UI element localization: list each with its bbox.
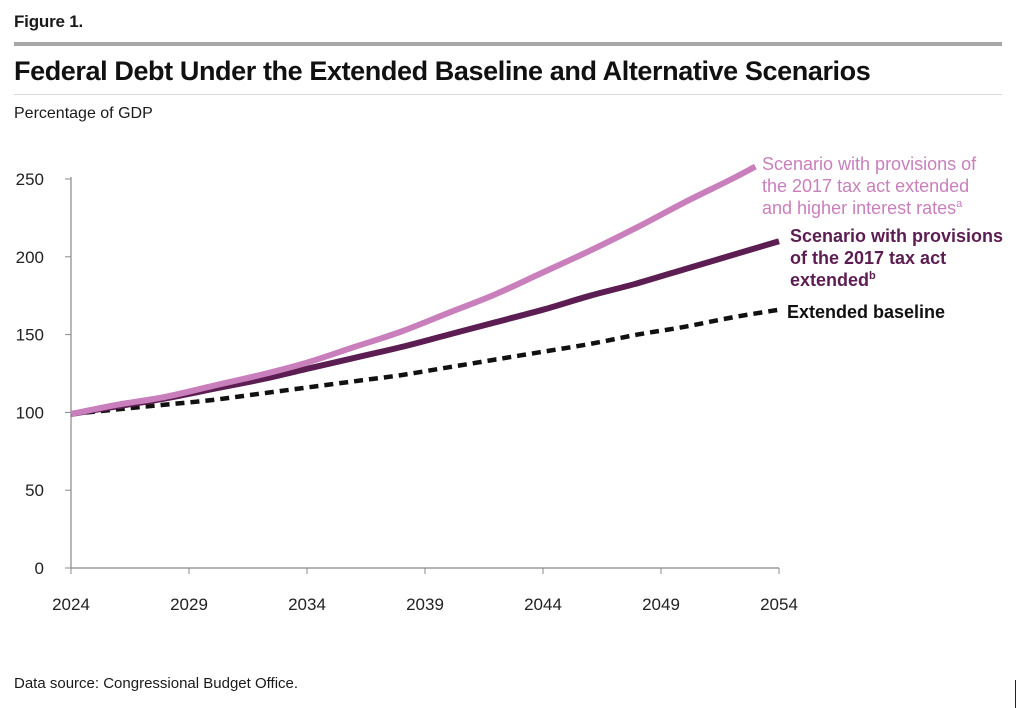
series-label-line: Scenario with provisions of — [762, 154, 977, 174]
chart-title: Federal Debt Under the Extended Baseline… — [14, 56, 871, 86]
series-label-high_rates: Scenario with provisions of the 2017 tax … — [762, 154, 977, 218]
x-tick-label-2054: 2054 — [760, 595, 798, 614]
series-label-line: Extended baseline — [787, 302, 945, 322]
edge-marker — [1015, 680, 1016, 708]
title-rule — [14, 94, 1002, 95]
series-label-line: Scenario with provisions — [790, 226, 1003, 246]
x-tick-label-2029: 2029 — [170, 595, 208, 614]
series-label-line: extended — [790, 270, 869, 290]
y-tick-label-150: 150 — [16, 326, 44, 345]
series-label-tax_extended: Scenario with provisions of the 2017 tax … — [790, 226, 1003, 290]
series-label-baseline: Extended baseline — [787, 302, 945, 322]
x-tick-label-2024: 2024 — [52, 595, 90, 614]
series-label-line: of the 2017 tax act — [790, 248, 946, 268]
figure-label: Figure 1. — [14, 12, 84, 31]
series-line-high_rates — [70, 163, 757, 417]
data-source-note: Data source: Congressional Budget Office… — [14, 675, 299, 692]
y-tick-label-250: 250 — [16, 170, 44, 189]
x-tick-label-2044: 2044 — [524, 595, 562, 614]
x-tick-label-2034: 2034 — [288, 595, 326, 614]
footnote-marker: b — [869, 270, 876, 282]
y-tick-label-200: 200 — [16, 248, 44, 267]
y-tick-label-0: 0 — [35, 559, 44, 578]
header-rule — [14, 42, 1002, 46]
x-tick-label-2049: 2049 — [642, 595, 680, 614]
y-tick-label-100: 100 — [16, 403, 44, 422]
x-tick-label-2039: 2039 — [406, 595, 444, 614]
y-axis-unit-label: Percentage of GDP — [14, 105, 153, 122]
y-tick-label-50: 50 — [25, 481, 44, 500]
footnote-marker: a — [956, 198, 963, 210]
series-label-line: and higher interest rates — [762, 198, 956, 218]
series-label-line: the 2017 tax act extended — [762, 176, 969, 196]
